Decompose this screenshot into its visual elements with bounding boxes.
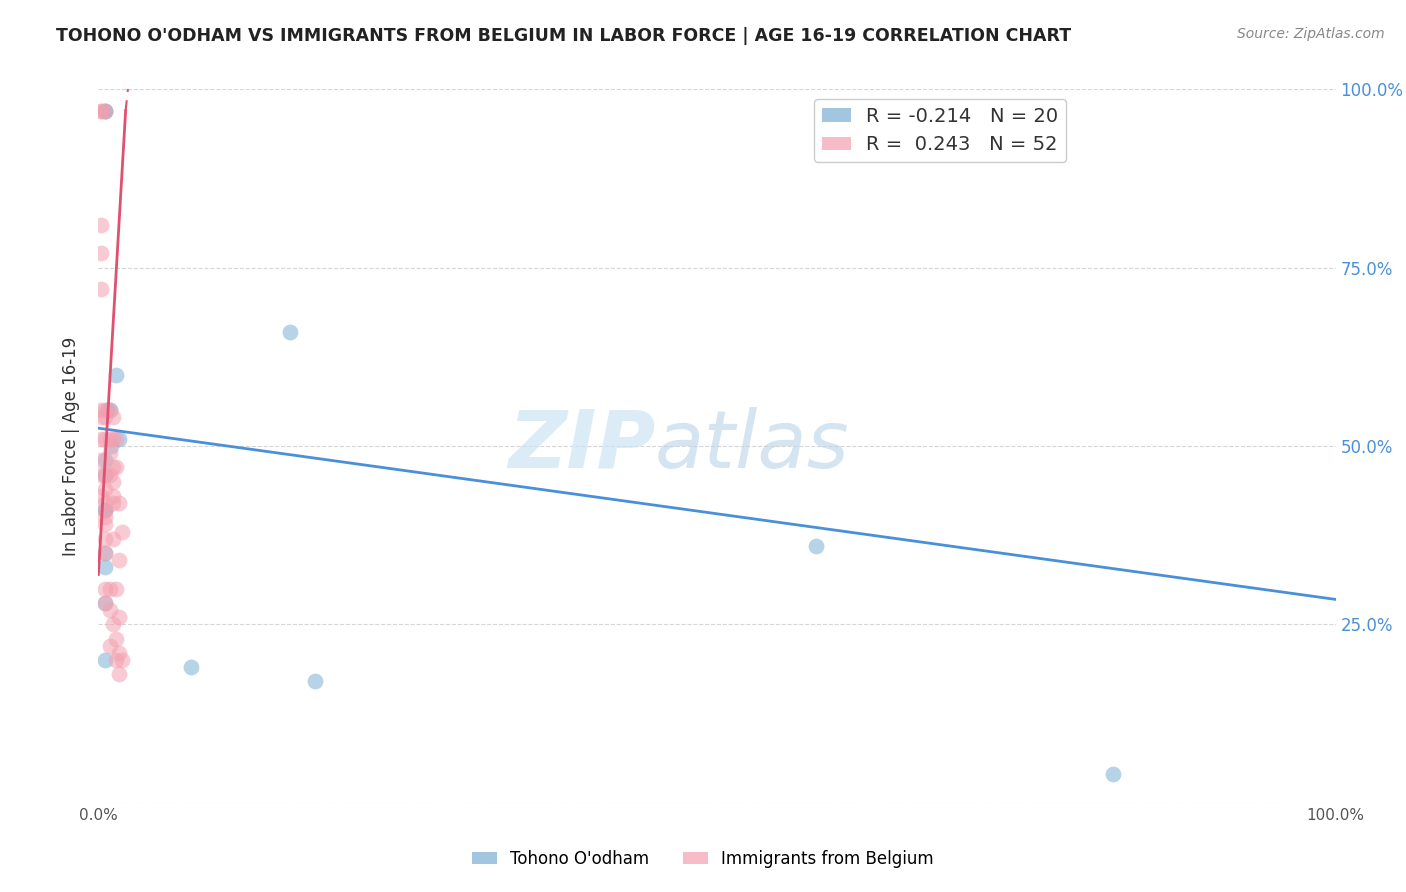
Point	[98, 467, 121, 482]
Point	[93, 503, 115, 517]
Point	[111, 653, 134, 667]
Point	[108, 610, 131, 624]
Point	[90, 403, 112, 417]
Point	[93, 596, 115, 610]
Point	[90, 282, 112, 296]
Point	[278, 325, 301, 339]
Point	[93, 403, 115, 417]
Y-axis label: In Labor Force | Age 16-19: In Labor Force | Age 16-19	[62, 336, 80, 556]
Point	[90, 246, 112, 260]
Point	[90, 453, 112, 467]
Point	[93, 560, 115, 574]
Point	[93, 103, 115, 118]
Point	[98, 432, 121, 446]
Point	[98, 446, 121, 460]
Legend: Tohono O'odham, Immigrants from Belgium: Tohono O'odham, Immigrants from Belgium	[465, 844, 941, 875]
Point	[90, 103, 112, 118]
Point	[93, 410, 115, 425]
Point	[1102, 767, 1125, 781]
Point	[104, 632, 127, 646]
Point	[93, 653, 115, 667]
Point	[96, 403, 118, 417]
Point	[93, 517, 115, 532]
Point	[93, 596, 115, 610]
Point	[93, 503, 115, 517]
Point	[100, 439, 122, 453]
Point	[98, 639, 121, 653]
Point	[804, 539, 827, 553]
Point	[103, 460, 125, 475]
Point	[103, 496, 125, 510]
Point	[90, 489, 112, 503]
Point	[103, 532, 125, 546]
Point	[90, 467, 112, 482]
Point	[104, 368, 127, 382]
Text: atlas: atlas	[655, 407, 851, 485]
Point	[103, 475, 125, 489]
Point	[93, 453, 115, 467]
Point	[104, 460, 127, 475]
Point	[108, 496, 131, 510]
Point	[104, 653, 127, 667]
Point	[103, 617, 125, 632]
Point	[108, 432, 131, 446]
Text: Source: ZipAtlas.com: Source: ZipAtlas.com	[1237, 27, 1385, 41]
Point	[93, 103, 115, 118]
Point	[98, 403, 121, 417]
Text: TOHONO O'ODHAM VS IMMIGRANTS FROM BELGIUM IN LABOR FORCE | AGE 16-19 CORRELATION: TOHONO O'ODHAM VS IMMIGRANTS FROM BELGIU…	[56, 27, 1071, 45]
Point	[108, 646, 131, 660]
Point	[98, 582, 121, 596]
Point	[93, 467, 115, 482]
Point	[93, 582, 115, 596]
Point	[104, 582, 127, 596]
Point	[93, 467, 115, 482]
Point	[93, 532, 115, 546]
Point	[98, 403, 121, 417]
Point	[111, 524, 134, 539]
Point	[98, 603, 121, 617]
Point	[93, 546, 115, 560]
Point	[304, 674, 326, 689]
Text: ZIP: ZIP	[508, 407, 655, 485]
Point	[108, 667, 131, 681]
Point	[103, 489, 125, 503]
Point	[90, 432, 112, 446]
Point	[108, 553, 131, 567]
Point	[93, 482, 115, 496]
Point	[180, 660, 202, 674]
Legend: R = -0.214   N = 20, R =  0.243   N = 52: R = -0.214 N = 20, R = 0.243 N = 52	[814, 99, 1066, 162]
Point	[93, 546, 115, 560]
Point	[93, 103, 115, 118]
Point	[93, 496, 115, 510]
Point	[93, 503, 115, 517]
Point	[93, 432, 115, 446]
Point	[90, 410, 112, 425]
Point	[93, 510, 115, 524]
Point	[90, 103, 112, 118]
Point	[103, 410, 125, 425]
Point	[104, 432, 127, 446]
Point	[103, 432, 125, 446]
Point	[90, 218, 112, 232]
